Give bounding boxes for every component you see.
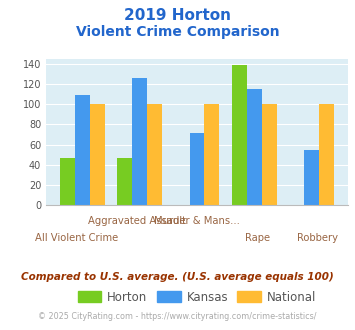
Text: © 2025 CityRating.com - https://www.cityrating.com/crime-statistics/: © 2025 CityRating.com - https://www.city… [38, 312, 317, 321]
Bar [90, 105, 105, 205]
Bar [60, 157, 75, 205]
Bar [304, 149, 319, 205]
Text: Rape: Rape [245, 233, 270, 243]
Bar [232, 65, 247, 205]
Text: 2019 Horton: 2019 Horton [124, 8, 231, 23]
Bar [117, 157, 132, 205]
Bar [190, 133, 204, 205]
Bar [132, 79, 147, 205]
Text: All Violent Crime: All Violent Crime [35, 233, 118, 243]
Text: Aggravated Assault: Aggravated Assault [88, 216, 186, 226]
Bar [262, 105, 277, 205]
Bar [75, 95, 90, 205]
Legend: Horton, Kansas, National: Horton, Kansas, National [73, 286, 321, 309]
Bar [147, 105, 162, 205]
Bar [204, 105, 219, 205]
Text: Robbery: Robbery [297, 233, 338, 243]
Bar [319, 105, 334, 205]
Bar [247, 89, 262, 205]
Text: Murder & Mans...: Murder & Mans... [154, 216, 240, 226]
Text: Compared to U.S. average. (U.S. average equals 100): Compared to U.S. average. (U.S. average … [21, 272, 334, 282]
Text: Violent Crime Comparison: Violent Crime Comparison [76, 25, 279, 39]
